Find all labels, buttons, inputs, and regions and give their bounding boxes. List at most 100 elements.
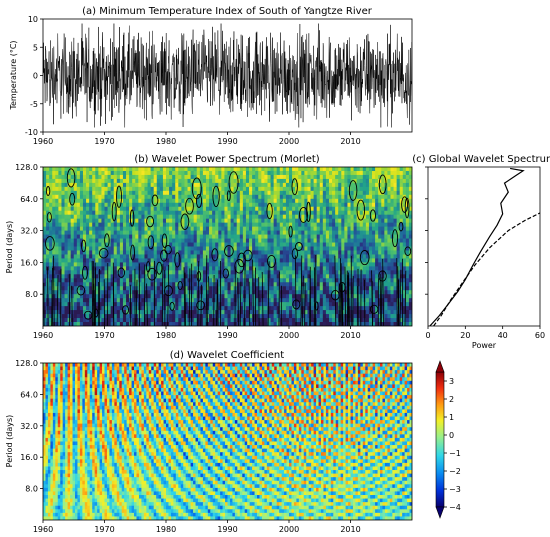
panel-b-cell [172,194,176,200]
panel-b-cell [359,174,364,180]
panel-b-cell [101,218,105,224]
panel-b-cell [113,302,118,307]
panel-b-cell [328,222,333,228]
panel-b-cell [64,322,69,326]
panel-b-cell [242,178,247,184]
panel-b-cell [258,234,262,239]
panel-b-cell [252,206,256,212]
panel-b-cell [230,298,235,303]
panel-b-cell [79,266,84,271]
panel-b-cell [239,214,244,220]
panel-b-cell [150,206,155,212]
panel-b-cell [375,270,379,275]
panel-b-cell [282,310,287,315]
panel-b-cell [141,262,145,267]
panel-b-cell [156,314,161,319]
panel-b-cell [227,242,231,247]
panel-b-cell [255,178,259,184]
panel-b-cell [390,294,394,299]
panel-b-cell [347,226,351,232]
panel-b-cell [122,274,127,279]
panel-b-cell [316,286,321,291]
panel-b-cell [135,186,139,192]
panel-b-cell [184,270,188,275]
panel-b-cell [122,230,127,235]
panel-b-cell [135,178,139,184]
panel-b-cell [350,298,354,303]
panel-b-cell [310,274,315,279]
panel-b-cell [215,186,219,192]
panel-b-cell [153,206,158,212]
panel-b-cell [172,310,176,315]
panel-b-title: (b) Wavelet Power Spectrum (Morlet) [134,154,319,165]
panel-b-cell [313,262,318,267]
panel-b-cell [95,310,99,315]
panel-b-cell [187,198,192,204]
panel-b-cell [107,170,112,176]
panel-b-cell [252,214,256,220]
panel-b-cell [218,294,222,299]
panel-b-cell [239,254,244,259]
panel-b-cell [199,306,204,311]
panel-b-cell [307,234,311,239]
panel-b-cell [390,278,394,283]
panel-b-cell [64,186,69,192]
panel-b-cell [328,262,333,267]
panel-b-contour [291,248,299,260]
panel-b-cell [282,294,287,299]
panel-b-cell [258,198,262,204]
panel-b-cell [64,190,69,196]
panel-b-cell [119,282,124,287]
panel-b-cell [224,186,228,192]
panel-b-cell [405,266,410,271]
panel-b-cell [350,190,354,196]
panel-b-cell [359,282,364,287]
panel-b-cell [372,262,376,267]
panel-b-cell [193,202,198,208]
panel-b-cell [282,286,287,291]
panel-b-cell [255,302,259,307]
panel-b-cell [236,194,241,200]
panel-b-cell [86,210,90,216]
panel-b-cell [347,214,351,220]
panel-b-cell [218,190,222,196]
panel-b-cell [264,182,268,188]
panel-b-cell [119,226,124,232]
panel-b-cell [119,174,124,180]
panel-b-cell [390,306,394,311]
panel-b-cell [332,194,336,200]
panel-b-cell [249,270,253,275]
panel-b-cell [46,178,50,184]
panel-b-cell [279,258,284,263]
panel-b-cell [138,290,142,295]
panel-b-cell [169,182,173,188]
panel-b-cell [89,167,93,172]
panel-b-cell [399,294,404,299]
panel-b-cell [292,250,296,255]
panel-b-cell [43,302,47,307]
panel-b-cell [86,202,90,208]
panel-b-cell [399,270,404,275]
panel-b-contour-line [51,280,54,326]
panel-b-cell [193,278,198,283]
panel-b-cell [113,294,118,299]
panel-b-cell [399,246,404,251]
panel-b-cell [405,182,410,188]
panel-b-cell [169,262,173,267]
panel-b-cell [258,186,262,192]
panel-b-cell [239,286,244,291]
panel-b-cell [402,178,407,184]
panel-b-cell [135,226,139,232]
panel-b-cell [375,178,379,184]
panel-b-cell [141,318,145,323]
panel-b-cell [144,298,148,303]
panel-b-cell [150,190,155,196]
panel-b-cell [378,230,382,235]
panel-b-cell [264,170,268,176]
panel-b-cell [221,202,225,208]
panel-b-cell [230,290,235,295]
panel-b-cell [365,174,370,180]
panel-b-cell [332,302,336,307]
panel-b-cell [393,302,398,307]
panel-b-cell [236,282,241,287]
